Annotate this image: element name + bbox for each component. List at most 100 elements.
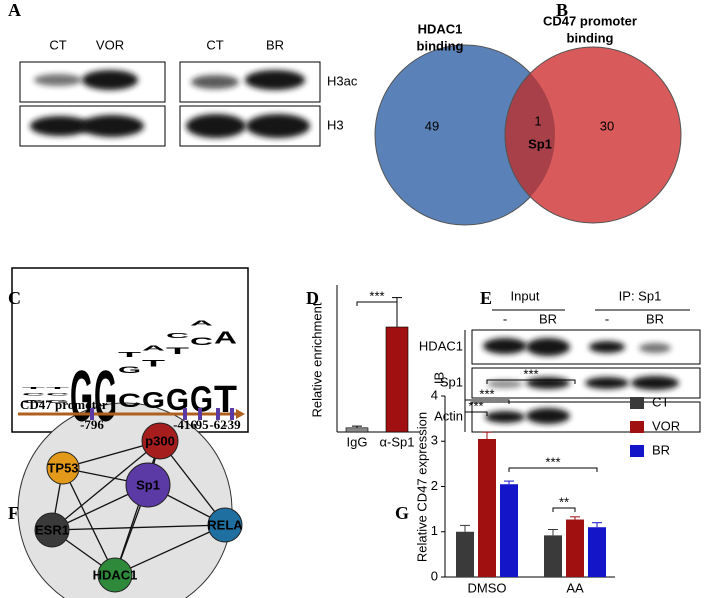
y-label: Relative enrichment [309, 302, 324, 417]
site-label: -796 [80, 417, 104, 432]
row-label: Sp1 [440, 374, 463, 389]
logo-letter: T [166, 347, 189, 357]
band [589, 341, 625, 353]
band [191, 75, 239, 89]
panel-letter: F [8, 503, 19, 523]
y-tick-label: 4 [431, 387, 438, 402]
ib-label: IB [431, 372, 446, 384]
band [30, 116, 90, 136]
logo-letter: G [46, 399, 69, 404]
significance: *** [545, 454, 560, 469]
legend-label: BR [652, 442, 670, 457]
logo-letter: C [166, 331, 190, 340]
significance: *** [479, 386, 494, 401]
band [487, 380, 523, 388]
sig-bracket [464, 411, 488, 416]
edge [51, 440, 161, 531]
y-tick-label: 0 [431, 568, 438, 583]
band [80, 115, 144, 137]
node-label: ESR1 [35, 522, 69, 537]
logo-letter: C [46, 392, 69, 396]
panel-letter: G [395, 503, 409, 523]
sig-bracket [552, 507, 576, 512]
logo-letter: A [142, 344, 166, 353]
node [34, 512, 70, 548]
x-tick-label: α-Sp1 [380, 434, 415, 449]
legend-swatch [630, 421, 644, 433]
count: 1 [534, 113, 541, 128]
set-label: CD47 promoter [543, 13, 637, 28]
node-label: Sp1 [136, 477, 160, 492]
sig-bracket [486, 379, 576, 384]
band [246, 114, 310, 138]
site-label: -416 [173, 417, 197, 432]
node-label: p300 [145, 433, 175, 448]
node-label: HDAC1 [93, 567, 138, 582]
blot-e [464, 309, 701, 433]
bar [500, 484, 518, 577]
site [216, 408, 220, 420]
sig-bracket [508, 467, 598, 472]
y-tick-label: 3 [431, 433, 438, 448]
legend-label: CT [652, 394, 669, 409]
band [526, 338, 570, 356]
row-label: H3 [327, 117, 344, 132]
logo-letter: T [22, 386, 46, 390]
bar [456, 531, 474, 577]
bar [544, 535, 562, 577]
band [585, 377, 629, 389]
logo-letter: G [94, 357, 117, 438]
logo-letter: T [46, 386, 70, 390]
edge [51, 524, 226, 531]
node-label: RELA [207, 517, 243, 532]
y-tick-label: 2 [431, 478, 438, 493]
group-label: Input [511, 288, 540, 303]
node [125, 462, 171, 508]
panel-letter: E [480, 288, 492, 308]
band [186, 114, 246, 138]
site-label: -39 [223, 417, 241, 432]
x-tick-label: AA [566, 580, 584, 595]
lane-label: BR [646, 311, 664, 326]
band [34, 74, 82, 86]
logo-letter: G [70, 357, 93, 438]
count: 49 [425, 118, 439, 133]
site-label: -95 [191, 417, 209, 432]
bar [478, 438, 496, 577]
bar [385, 326, 409, 433]
row-label: HDAC1 [419, 338, 463, 353]
panel-letter: B [556, 0, 568, 20]
group-label: IP: Sp1 [619, 288, 662, 303]
site [198, 408, 202, 420]
band [526, 408, 570, 424]
site [230, 408, 234, 420]
y-tick-label: 1 [431, 523, 438, 538]
significance: *** [523, 366, 538, 381]
lane-label: - [503, 311, 507, 326]
logo-letter: T [142, 359, 165, 369]
site [183, 408, 187, 420]
logo-letter: G [190, 378, 213, 419]
count: 30 [600, 118, 614, 133]
band [82, 70, 138, 90]
edge [114, 524, 226, 576]
row-label: H3ac [327, 73, 358, 88]
set-label: HDAC1 [418, 21, 463, 36]
sig-bracket [356, 301, 398, 306]
set-label: binding [567, 30, 614, 45]
logo-letter: C [190, 335, 213, 348]
logo-letter: G [118, 365, 141, 375]
band [483, 338, 527, 354]
logo-letter: C [118, 391, 141, 412]
sig-bracket [464, 399, 510, 404]
node [207, 507, 243, 543]
logo-letter: A [214, 329, 237, 348]
significance: *** [369, 288, 384, 303]
band [631, 376, 679, 390]
site [90, 408, 94, 420]
bar [345, 427, 369, 433]
bar [588, 527, 606, 577]
lane-label: CT [49, 37, 66, 52]
blot-a [19, 61, 321, 147]
panel-letter: C [8, 288, 21, 308]
